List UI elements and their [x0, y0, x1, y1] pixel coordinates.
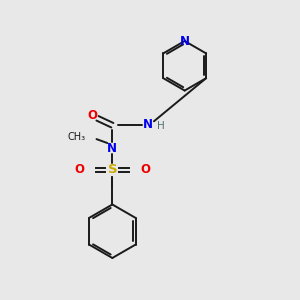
Text: S: S	[107, 163, 117, 176]
Text: O: O	[140, 163, 150, 176]
Text: H: H	[157, 121, 165, 131]
Text: O: O	[75, 163, 85, 176]
Text: N: N	[143, 118, 153, 131]
Text: N: N	[107, 142, 117, 154]
Text: CH₃: CH₃	[68, 132, 85, 142]
Text: N: N	[180, 34, 190, 47]
Text: O: O	[88, 109, 98, 122]
